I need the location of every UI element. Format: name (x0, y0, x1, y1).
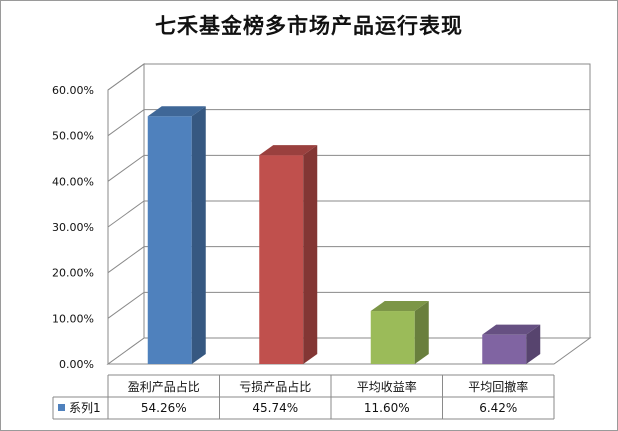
category-label: 盈利产品占比 (128, 379, 200, 394)
legend-series-name: 系列1 (69, 401, 101, 415)
category-labels: 盈利产品占比 亏损产品占比 平均收益率 平均回撤率 (128, 379, 529, 394)
data-label: 54.26% (141, 401, 187, 415)
bar-front (147, 116, 192, 364)
bar-3 (370, 301, 429, 364)
bar-side (414, 301, 429, 364)
bar-front (370, 311, 415, 364)
y-tick-label: 40.00% (52, 175, 94, 188)
y-tick-label: 50.00% (52, 130, 94, 143)
gridline (107, 154, 590, 182)
data-label: 6.42% (479, 401, 517, 415)
category-label: 平均回撤率 (468, 379, 528, 394)
bar-4 (482, 324, 541, 364)
category-label: 亏损产品占比 (239, 379, 311, 394)
bar-side (526, 324, 541, 364)
gridline (107, 246, 590, 274)
y-tick-label: 0.00% (59, 358, 94, 371)
bar-front (259, 155, 304, 364)
gridline (107, 291, 590, 319)
gridline (107, 200, 590, 228)
bar-side (191, 106, 206, 364)
y-tick-label: 30.00% (52, 221, 94, 234)
data-label: 45.74% (252, 401, 298, 415)
legend-key (58, 404, 65, 411)
bar-2 (259, 145, 318, 364)
chart-title: 七禾基金榜多市场产品运行表现 (155, 14, 463, 38)
bars-layer (147, 106, 541, 364)
y-tick-label: 10.00% (52, 312, 94, 325)
y-tick-label: 60.00% (52, 84, 94, 97)
y-axis-ticks: 0.00% 10.00% 20.00% 30.00% 40.00% 50.00% 60.00… (52, 84, 94, 371)
gridline (107, 63, 590, 91)
category-label: 平均收益率 (357, 379, 417, 394)
bar-1 (147, 106, 206, 364)
bar-top (147, 106, 206, 117)
bar-front (482, 334, 527, 364)
bar-top (482, 324, 541, 335)
gridline (107, 109, 590, 137)
data-label: 11.60% (364, 401, 410, 415)
bar-top (259, 145, 318, 156)
bar-top (370, 301, 429, 312)
y-tick-label: 20.00% (52, 267, 94, 280)
bar-side (303, 145, 318, 364)
grid-layer (106, 63, 592, 365)
data-table: 系列1 54.26% 45.74% 11.60% 6.42% (52, 374, 555, 420)
